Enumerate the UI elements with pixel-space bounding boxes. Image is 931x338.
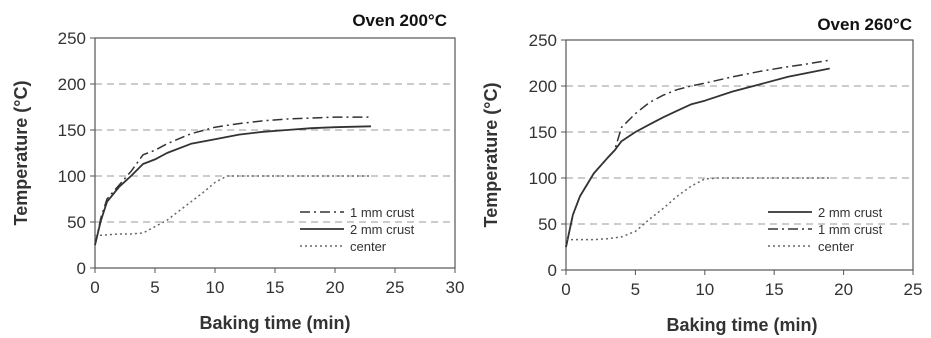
x-tick-label: 15: [765, 280, 784, 299]
series-line-1-mm-crust: [94, 116, 371, 246]
x-tick-label: 0: [90, 278, 99, 297]
x-tick-label: 5: [631, 280, 640, 299]
x-tick-label: 10: [206, 278, 225, 297]
legend-label: 1 mm crust: [350, 205, 415, 220]
series-line-1-mm-crust: [565, 59, 830, 248]
series-line-center: [566, 177, 830, 241]
x-tick-label: 10: [695, 280, 714, 299]
x-tick-label: 20: [834, 280, 853, 299]
x-axis-title: Baking time (min): [666, 315, 817, 335]
y-tick-label: 0: [548, 261, 557, 280]
series-line-2-mm-crust: [565, 67, 830, 248]
y-tick-label: 0: [77, 259, 86, 278]
chart-title: Oven 200°C: [352, 11, 447, 30]
series-line-center: [94, 175, 371, 237]
chart-oven-200: Oven 200°C Baking time (min) Temperature…: [11, 11, 464, 333]
y-axis-title: Temperature (°C): [11, 81, 31, 226]
y-tick-label: 200: [529, 77, 557, 96]
y-axis-title: Temperature (°C): [481, 83, 501, 228]
x-tick-label: 15: [266, 278, 285, 297]
plot-area: 0 50 100 150 200 250 0 5 10 15 20 25 30 1 mm crust 2 m…: [58, 29, 465, 297]
x-tick-label: 25: [904, 280, 923, 299]
y-tick-label: 250: [529, 31, 557, 50]
plot-frame: [565, 39, 914, 271]
chart-title: Oven 260°C: [817, 15, 912, 34]
plot-area: 0 50 100 150 200 250 0 5 10 15 20 25 2 mm crust 1 mm …: [529, 31, 923, 299]
legend-label: center: [818, 239, 855, 254]
y-tick-label: 100: [58, 167, 86, 186]
y-tick-label: 50: [67, 213, 86, 232]
legend-label: center: [350, 239, 387, 254]
y-tick-label: 100: [529, 169, 557, 188]
series-line-2-mm-crust: [94, 125, 372, 246]
legend-label: 2 mm crust: [350, 222, 415, 237]
x-axis-title: Baking time (min): [199, 313, 350, 333]
x-tick-label: 20: [326, 278, 345, 297]
legend-label: 2 mm crust: [818, 205, 883, 220]
y-tick-label: 200: [58, 75, 86, 94]
chart-oven-260: Oven 260°C Baking time (min) Temperature…: [481, 15, 922, 335]
legend-label: 1 mm crust: [818, 222, 883, 237]
y-tick-label: 250: [58, 29, 86, 48]
x-tick-label: 5: [150, 278, 159, 297]
y-tick-label: 150: [58, 121, 86, 140]
x-tick-label: 30: [446, 278, 465, 297]
x-tick-label: 0: [561, 280, 570, 299]
y-tick-label: 150: [529, 123, 557, 142]
x-tick-label: 25: [386, 278, 405, 297]
y-tick-label: 50: [538, 215, 557, 234]
